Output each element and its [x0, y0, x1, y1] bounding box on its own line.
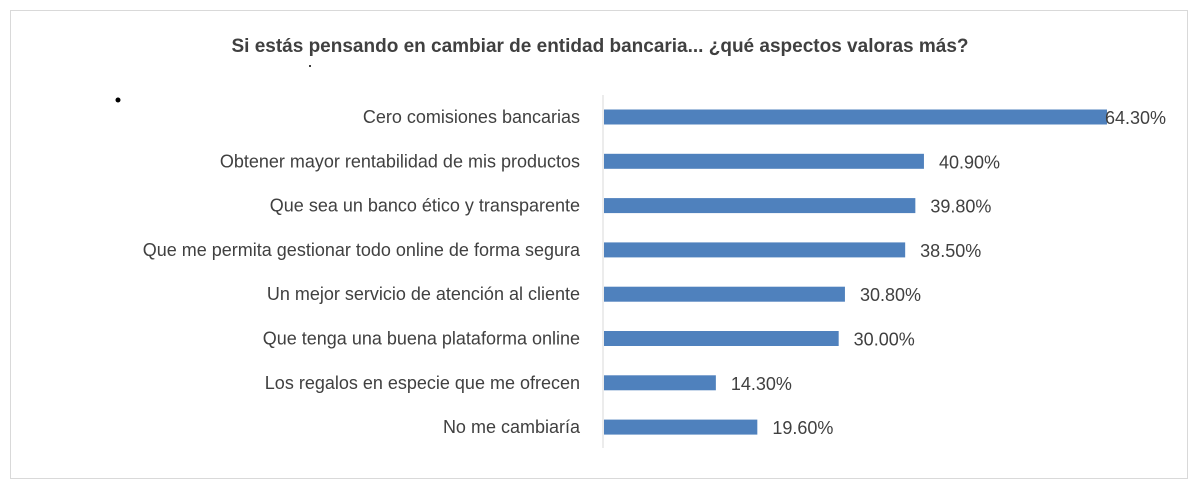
data-label: 19.60%: [772, 418, 833, 438]
bar: [604, 242, 906, 258]
chart-title: Si estás pensando en cambiar de entidad …: [231, 36, 968, 57]
category-label: Obtener mayor rentabilidad de mis produc…: [220, 151, 580, 171]
category-label: Cero comisiones bancarias: [363, 107, 580, 127]
bar: [604, 286, 845, 302]
data-label: 64.30%: [1105, 108, 1166, 128]
data-label: 30.00%: [854, 330, 915, 350]
stray-dot: [115, 97, 121, 103]
category-label: Los regalos en especie que me ofrecen: [265, 373, 580, 393]
data-label: 14.30%: [731, 374, 792, 394]
category-label: Que me permita gestionar todo online de …: [143, 240, 581, 260]
bar: [604, 331, 839, 346]
bar: [604, 198, 916, 214]
data-label: 40.90%: [939, 152, 1000, 172]
data-label: 38.50%: [920, 241, 981, 261]
data-label: 30.80%: [860, 285, 921, 305]
stray-dot-small: [309, 65, 311, 67]
data-label: 39.80%: [930, 197, 991, 217]
category-label: Un mejor servicio de atención al cliente: [267, 284, 580, 304]
bar: [604, 109, 1107, 125]
bar: [604, 153, 924, 169]
category-label: No me cambiaría: [443, 417, 581, 437]
chart-frame: [10, 10, 1188, 479]
bar: [604, 419, 758, 435]
bar: [604, 375, 716, 391]
category-label: Que sea un banco ético y transparente: [270, 196, 580, 216]
category-label: Que tenga una buena plataforma online: [263, 329, 580, 349]
